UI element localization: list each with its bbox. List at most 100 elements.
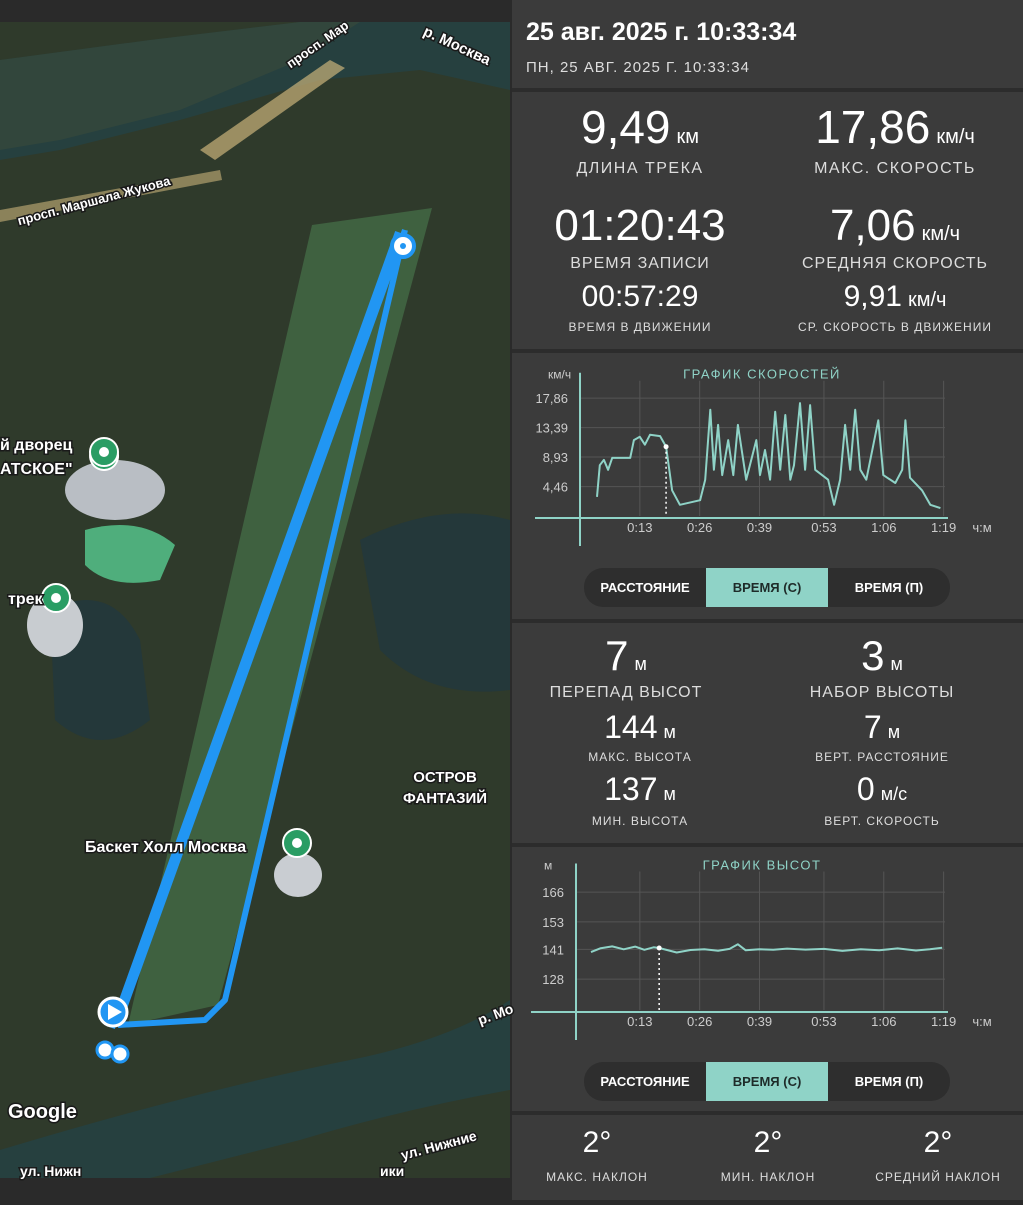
map-label: ики	[380, 1163, 404, 1179]
stat-unit: м/с	[881, 784, 907, 804]
y-tick-label: 17,86	[535, 391, 568, 406]
toggle-option[interactable]: РАССТОЯНИЕ	[600, 580, 690, 595]
map-label: й дворец	[0, 437, 73, 454]
stat-unit: км/ч	[936, 126, 974, 148]
separator	[512, 843, 1023, 847]
title: 25 авг. 2025 г. 10:33:34	[526, 18, 796, 46]
toggle-selected	[706, 568, 828, 607]
stat-number: 137	[604, 771, 657, 807]
y-tick-label: 4,46	[543, 480, 568, 495]
x-tick-label: 1:19	[931, 1014, 956, 1029]
stat-number: 01:20:43	[554, 201, 725, 250]
chart-title: ГРАФИК СКОРОСТЕЙ	[683, 367, 841, 382]
stat-label: МАКС. СКОРОСТЬ	[814, 160, 976, 177]
stat-value: 137 м	[604, 771, 676, 807]
subtitle: ПН, 25 АВГ. 2025 Г. 10:33:34	[526, 59, 750, 76]
x-tick-label: 0:26	[687, 1014, 712, 1029]
x-tick-label: 0:13	[627, 1014, 652, 1029]
separator	[512, 88, 1023, 92]
line	[596, 402, 941, 510]
stat-unit: км/ч	[908, 289, 946, 311]
x-tick-label: 0:39	[747, 1014, 772, 1029]
x-tick-label: 1:06	[871, 520, 896, 535]
stat-number: 144	[604, 709, 657, 745]
stat-label: МИН. ВЫСОТА	[592, 814, 688, 828]
river	[0, 1000, 510, 1178]
y-tick-label: 8,93	[543, 450, 568, 465]
stat-value: 01:20:43	[554, 201, 725, 250]
stat-label: ВЕРТ. СКОРОСТЬ	[824, 814, 940, 828]
x-unit: ч:м	[972, 1014, 991, 1029]
stat-value: 2°	[583, 1126, 612, 1159]
stat-unit: м	[664, 784, 676, 804]
stat-label: ПЕРЕПАД ВЫСОТ	[550, 684, 703, 701]
y-tick-label: 141	[542, 942, 564, 957]
toggle-option[interactable]: ВРЕМЯ (П)	[855, 580, 924, 595]
bank	[0, 22, 360, 150]
stat-value: 0 м/с	[857, 771, 907, 807]
stat-label: СРЕДНИЙ НАКЛОН	[875, 1169, 1001, 1184]
y-tick-label: 166	[542, 885, 564, 900]
field	[85, 525, 175, 583]
x-tick-label: 0:53	[811, 520, 836, 535]
x-tick-label: 1:19	[931, 520, 956, 535]
x-tick-label: 0:53	[811, 1014, 836, 1029]
toggle-option[interactable]: ВРЕМЯ (П)	[855, 1074, 924, 1089]
map-label: трек	[8, 591, 44, 608]
stat-label: СРЕДНЯЯ СКОРОСТЬ	[802, 255, 988, 272]
y-unit: м	[544, 859, 552, 873]
toggle-option[interactable]: ВРЕМЯ (С)	[733, 580, 802, 595]
stat-unit: м	[890, 654, 902, 674]
rowing-channel	[128, 208, 432, 1025]
road	[0, 170, 222, 222]
stat-number: 17,86	[815, 101, 930, 153]
velodrome	[27, 593, 83, 657]
y-tick-label: 128	[542, 972, 564, 987]
arena	[65, 460, 165, 520]
x-tick-label: 0:39	[747, 520, 772, 535]
x-tick-label: 0:26	[687, 520, 712, 535]
stat-value: 2°	[754, 1126, 783, 1159]
map-label: Google	[8, 1101, 77, 1123]
stat-label: МАКС. НАКЛОН	[546, 1170, 648, 1184]
x-tick-label: 0:13	[627, 520, 652, 535]
x-tick-label: 1:06	[871, 1014, 896, 1029]
track-point	[110, 1044, 130, 1064]
toggle-option[interactable]: РАССТОЯНИЕ	[600, 1074, 690, 1089]
stat-number: 0	[857, 771, 875, 807]
stat-number: 00:57:29	[582, 280, 699, 313]
track-start	[108, 1004, 122, 1020]
cursor-point	[656, 945, 662, 951]
separator	[512, 619, 1023, 623]
stat-number: 2°	[583, 1126, 612, 1159]
stat-unit: м	[888, 722, 900, 742]
stat-value: 00:57:29	[582, 280, 699, 313]
line	[590, 943, 943, 954]
stat-label: НАБОР ВЫСОТЫ	[810, 684, 955, 701]
map-label: ул. Нижн	[20, 1163, 81, 1179]
map[interactable]	[0, 22, 510, 1178]
stat-number: 7	[864, 709, 882, 745]
y-unit: км/ч	[548, 368, 571, 382]
y-tick-label: 153	[542, 915, 564, 930]
track	[109, 228, 408, 1030]
map-label: ОСТРОВ	[413, 769, 477, 786]
basket-hall	[274, 853, 322, 897]
stat-label: СР. СКОРОСТЬ В ДВИЖЕНИИ	[798, 320, 992, 334]
stat-number: 2°	[924, 1126, 953, 1159]
cursor-point	[663, 444, 669, 450]
toggle-option[interactable]: ВРЕМЯ (С)	[733, 1074, 802, 1089]
x-unit: ч:м	[972, 520, 991, 535]
stat-number: 7,06	[830, 201, 916, 250]
stat-value: 9,49 км	[581, 101, 699, 153]
stat-number: 2°	[754, 1126, 783, 1159]
stat-number: 9,91	[844, 280, 902, 313]
y-tick-label: 13,39	[535, 421, 568, 436]
stat-label: ВЕРТ. РАССТОЯНИЕ	[815, 750, 949, 764]
stat-value: 9,91 км/ч	[844, 280, 947, 313]
stat-unit: м	[634, 654, 646, 674]
stat-value: 2°	[924, 1126, 953, 1159]
